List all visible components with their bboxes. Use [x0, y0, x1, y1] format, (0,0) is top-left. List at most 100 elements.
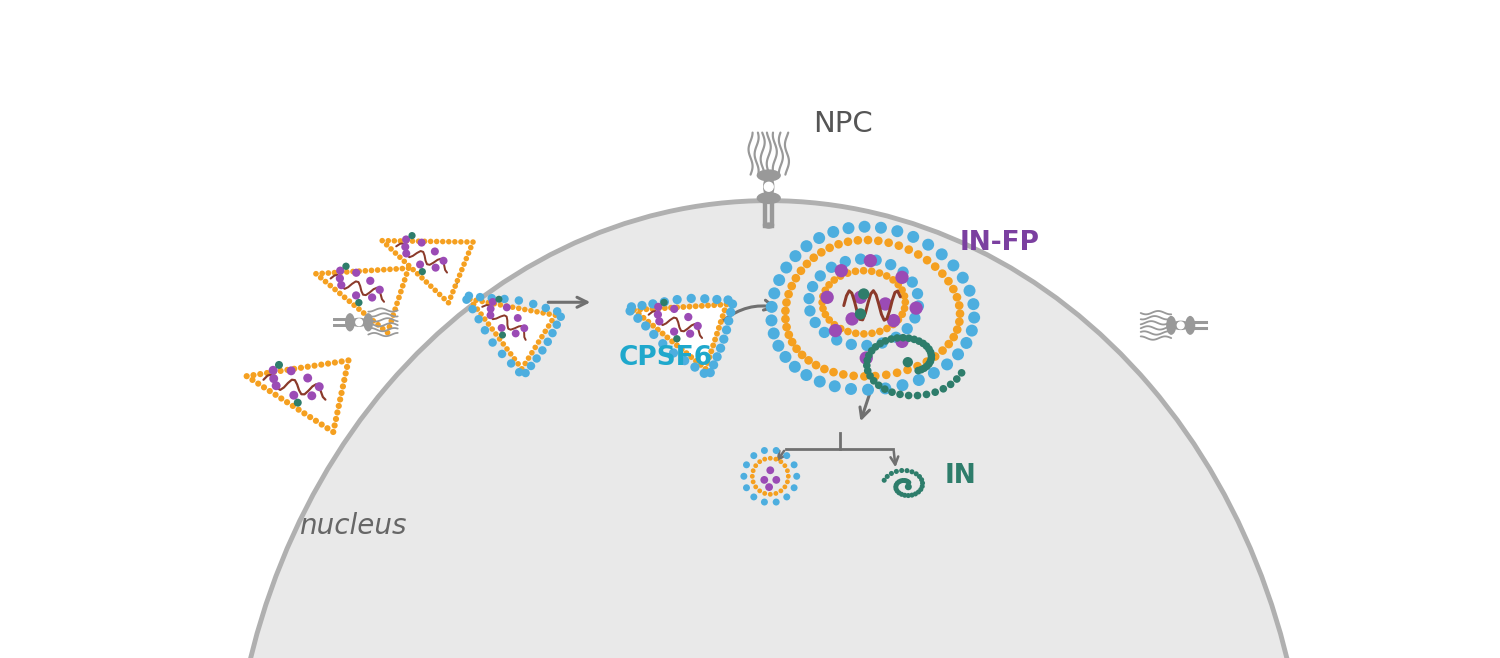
Circle shape — [464, 256, 470, 261]
Ellipse shape — [363, 313, 374, 332]
Circle shape — [782, 315, 790, 323]
Circle shape — [914, 471, 918, 476]
Circle shape — [432, 264, 439, 272]
Circle shape — [468, 245, 474, 250]
Circle shape — [693, 358, 699, 364]
Circle shape — [723, 301, 729, 307]
Circle shape — [765, 483, 772, 491]
Circle shape — [828, 226, 840, 238]
Circle shape — [904, 468, 909, 473]
Circle shape — [717, 302, 723, 308]
Circle shape — [722, 325, 730, 334]
Circle shape — [852, 268, 859, 275]
Circle shape — [892, 368, 902, 377]
Circle shape — [345, 357, 351, 363]
Circle shape — [346, 298, 352, 304]
Circle shape — [489, 338, 496, 347]
Circle shape — [870, 377, 877, 385]
Circle shape — [753, 484, 758, 490]
Circle shape — [890, 276, 897, 284]
Circle shape — [898, 478, 903, 484]
Circle shape — [897, 379, 909, 391]
Circle shape — [837, 272, 844, 280]
Circle shape — [486, 321, 492, 327]
Circle shape — [384, 330, 390, 336]
Circle shape — [498, 324, 506, 332]
Circle shape — [904, 478, 909, 484]
Circle shape — [862, 384, 874, 395]
Circle shape — [693, 322, 702, 330]
Ellipse shape — [756, 192, 782, 204]
Ellipse shape — [764, 222, 774, 229]
Circle shape — [839, 370, 848, 379]
Circle shape — [886, 314, 900, 327]
Circle shape — [818, 248, 825, 257]
Circle shape — [478, 311, 484, 317]
Circle shape — [669, 338, 675, 344]
Circle shape — [381, 267, 387, 272]
Circle shape — [765, 182, 772, 191]
Circle shape — [760, 476, 768, 484]
Circle shape — [501, 341, 506, 347]
Circle shape — [388, 318, 394, 324]
Circle shape — [765, 301, 777, 313]
Circle shape — [640, 315, 646, 320]
Circle shape — [846, 339, 856, 350]
Circle shape — [352, 268, 360, 277]
Circle shape — [783, 452, 790, 459]
Circle shape — [549, 318, 555, 323]
Circle shape — [831, 334, 843, 345]
Circle shape — [896, 390, 904, 398]
Circle shape — [831, 276, 839, 284]
Circle shape — [922, 256, 932, 265]
Circle shape — [670, 328, 678, 336]
Circle shape — [626, 307, 634, 316]
Circle shape — [636, 311, 642, 316]
Circle shape — [916, 490, 921, 495]
Circle shape — [684, 313, 693, 321]
Circle shape — [662, 305, 668, 311]
Circle shape — [330, 429, 336, 435]
Circle shape — [542, 304, 550, 312]
Polygon shape — [316, 268, 408, 333]
Circle shape — [687, 293, 696, 303]
Circle shape — [760, 447, 768, 454]
Circle shape — [315, 382, 324, 391]
Circle shape — [326, 361, 332, 367]
Circle shape — [514, 314, 522, 322]
Circle shape — [768, 328, 780, 340]
Circle shape — [789, 361, 801, 373]
Circle shape — [906, 276, 918, 288]
Circle shape — [876, 338, 888, 349]
Circle shape — [952, 375, 960, 383]
Circle shape — [885, 474, 890, 479]
Circle shape — [876, 269, 884, 277]
Circle shape — [952, 348, 964, 361]
Circle shape — [968, 298, 980, 310]
Circle shape — [904, 392, 912, 399]
Circle shape — [788, 282, 796, 290]
Circle shape — [774, 457, 778, 461]
Circle shape — [514, 368, 523, 376]
Circle shape — [819, 292, 827, 300]
Circle shape — [868, 267, 876, 275]
Circle shape — [819, 327, 830, 338]
Circle shape — [650, 330, 658, 339]
Circle shape — [894, 482, 898, 488]
Circle shape — [796, 266, 806, 275]
Circle shape — [356, 299, 363, 306]
Circle shape — [909, 301, 922, 315]
Circle shape — [334, 409, 340, 416]
Circle shape — [312, 363, 318, 368]
Circle shape — [700, 294, 709, 303]
Circle shape — [874, 382, 882, 389]
Circle shape — [922, 239, 934, 251]
Circle shape — [496, 336, 502, 342]
Circle shape — [861, 340, 873, 351]
Circle shape — [369, 268, 375, 273]
Circle shape — [650, 322, 656, 328]
Circle shape — [342, 263, 350, 270]
Circle shape — [716, 325, 722, 331]
Circle shape — [956, 309, 964, 318]
Circle shape — [909, 493, 915, 497]
